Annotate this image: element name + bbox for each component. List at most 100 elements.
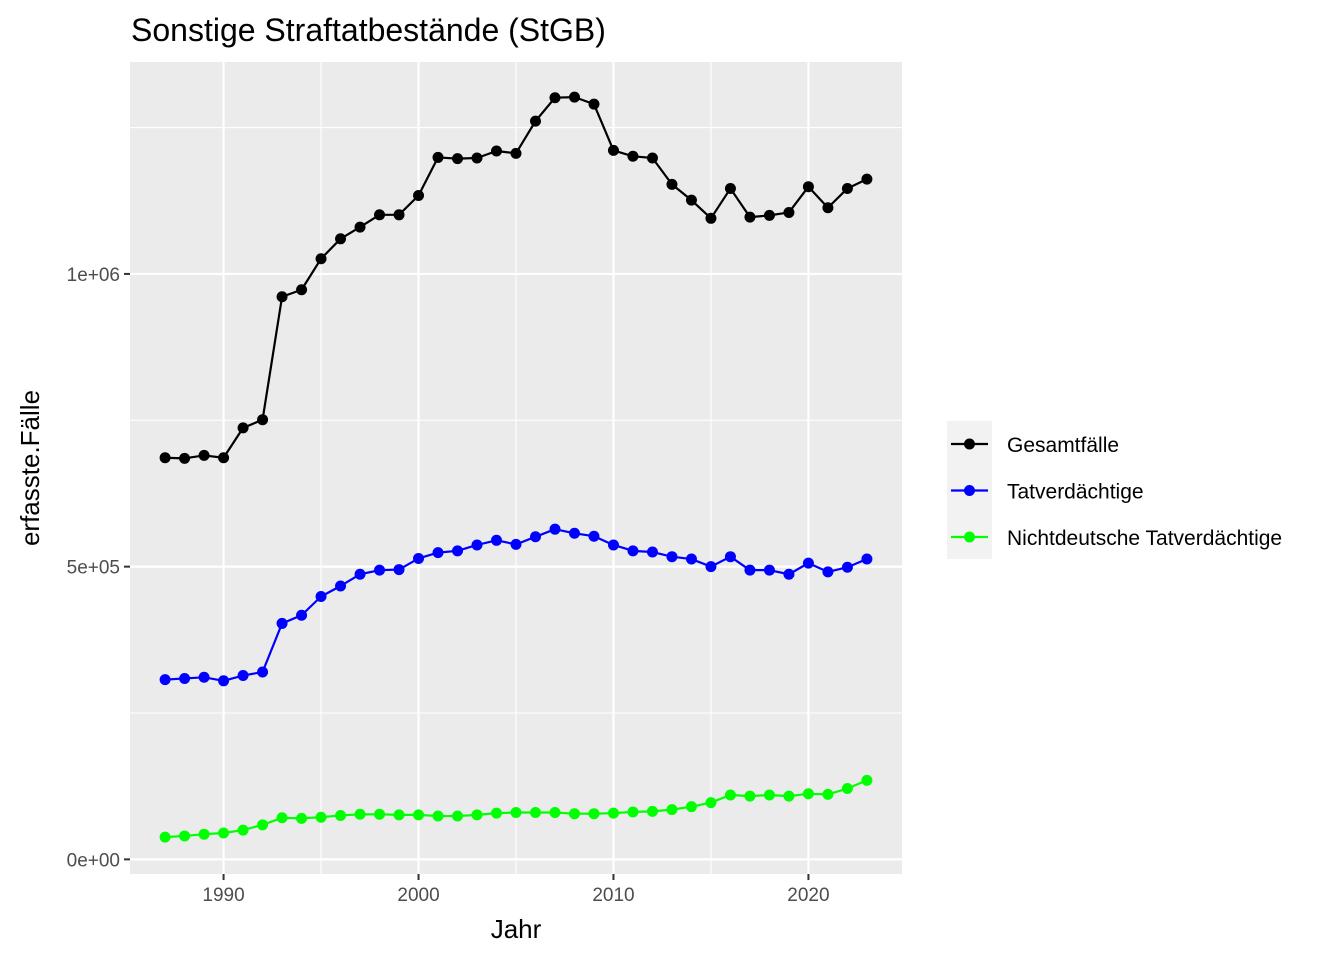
data-point — [335, 809, 347, 821]
data-point — [198, 449, 210, 461]
data-point — [432, 547, 444, 559]
data-point — [607, 539, 619, 551]
data-point — [783, 568, 795, 580]
y-tick-label: 0e+00 — [67, 850, 120, 871]
data-point — [841, 182, 853, 194]
data-point — [744, 564, 756, 576]
legend-key-point — [964, 531, 975, 543]
data-point — [491, 534, 503, 546]
data-point — [471, 152, 483, 164]
data-point — [685, 553, 697, 565]
data-point — [315, 591, 327, 603]
legend-label: Gesamtfälle — [1007, 434, 1119, 457]
data-point — [452, 810, 464, 822]
data-point — [354, 221, 366, 233]
data-point — [354, 808, 366, 820]
data-point — [218, 675, 230, 687]
data-point — [627, 150, 639, 162]
data-point — [627, 806, 639, 818]
data-point — [607, 144, 619, 156]
x-tick-label: 2020 — [787, 885, 829, 906]
data-point — [218, 827, 230, 839]
data-point — [315, 811, 327, 823]
data-point — [627, 545, 639, 557]
axes: 1990 2000 2010 2020 0e+00 5e+05 1e+06 — [67, 265, 830, 906]
data-point — [861, 173, 873, 185]
data-point — [763, 789, 775, 801]
data-point — [588, 808, 600, 820]
data-point — [646, 152, 658, 164]
data-point — [296, 609, 308, 621]
y-axis-title: erfasste.Fälle — [15, 390, 45, 546]
data-point — [198, 828, 210, 840]
data-point — [257, 666, 269, 678]
data-point — [393, 209, 405, 221]
data-point — [666, 178, 678, 190]
data-point — [724, 789, 736, 801]
data-point — [374, 808, 386, 820]
series-2 — [159, 523, 873, 687]
data-point — [296, 812, 308, 824]
data-point — [744, 211, 756, 223]
data-point — [822, 566, 834, 578]
data-point — [393, 809, 405, 821]
data-point — [588, 98, 600, 110]
data-point — [510, 807, 522, 819]
x-axis-title: Jahr — [491, 914, 542, 944]
data-point — [179, 830, 191, 842]
data-point — [491, 807, 503, 819]
data-point — [705, 561, 717, 573]
data-point — [841, 561, 853, 573]
data-point — [588, 530, 600, 542]
data-point — [413, 189, 425, 201]
data-point — [568, 808, 580, 820]
data-point — [685, 194, 697, 206]
data-point — [315, 253, 327, 265]
data-point — [802, 788, 814, 800]
legend: Gesamtfälle Tatverdächtige Nichtdeutsche T… — [947, 421, 1282, 559]
legend-item: Nichtdeutsche Tatverdächtige — [951, 527, 1282, 550]
data-point — [432, 810, 444, 822]
data-point — [393, 564, 405, 576]
data-point — [237, 422, 249, 434]
y-tick-label: 1e+06 — [67, 265, 120, 286]
data-point — [452, 153, 464, 165]
data-point — [549, 92, 561, 104]
data-point — [763, 209, 775, 221]
legend-key-point — [964, 485, 975, 496]
data-point — [237, 824, 249, 836]
data-point — [744, 790, 756, 802]
legend-key-point — [964, 438, 975, 450]
data-point — [549, 523, 561, 535]
data-point — [802, 557, 814, 569]
data-point — [529, 531, 541, 543]
legend-item: Tatverdächtige — [951, 481, 1144, 504]
data-point — [783, 206, 795, 218]
legend-label: Tatverdächtige — [1007, 481, 1144, 504]
data-point — [861, 774, 873, 786]
data-point — [159, 674, 171, 686]
data-point — [607, 807, 619, 819]
x-tick-label: 2010 — [592, 885, 634, 906]
data-point — [218, 452, 230, 464]
data-point — [374, 564, 386, 576]
data-point — [841, 783, 853, 795]
data-point — [237, 670, 249, 682]
data-point — [529, 807, 541, 819]
data-point — [685, 801, 697, 813]
data-point — [159, 452, 171, 464]
data-point — [822, 202, 834, 214]
data-point — [646, 546, 658, 558]
data-point — [510, 147, 522, 159]
data-point — [666, 551, 678, 563]
data-point — [861, 553, 873, 565]
data-point — [432, 151, 444, 163]
data-point — [802, 181, 814, 193]
data-point — [276, 812, 288, 824]
data-point — [529, 115, 541, 127]
data-point — [335, 233, 347, 245]
data-point — [335, 580, 347, 592]
data-point — [257, 414, 269, 426]
data-point — [666, 804, 678, 816]
